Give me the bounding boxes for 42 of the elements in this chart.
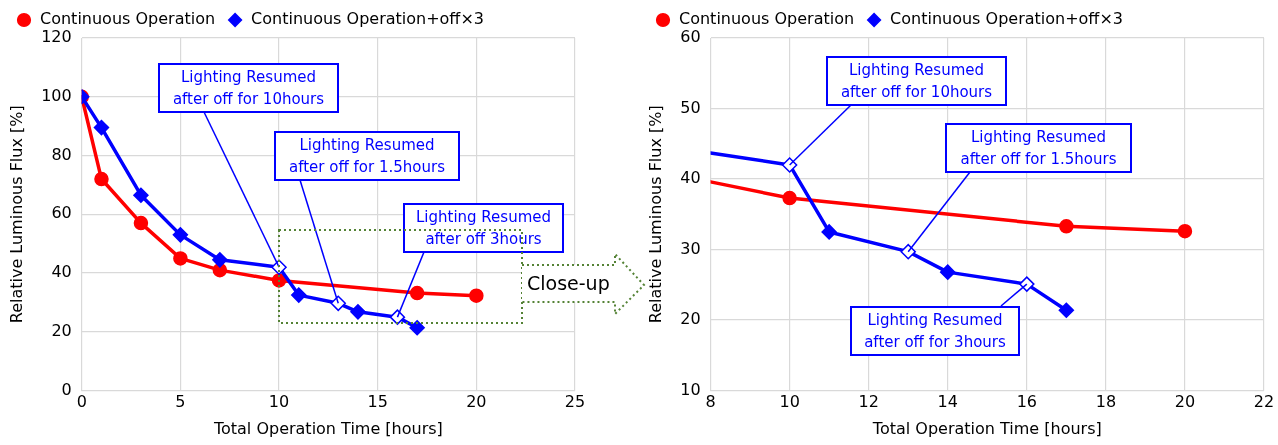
y-tick-label: 120: [41, 27, 72, 47]
x-tick-label: 14: [937, 392, 958, 412]
x-axis-title: Total Operation Time [hours]: [871, 418, 1102, 438]
legend-label: Continuous Operation+off×3: [251, 9, 484, 29]
legend-label: Continuous Operation: [40, 9, 216, 29]
x-tick-label: 10: [779, 392, 800, 412]
annotation: Lighting Resumed after off for 3hours: [850, 306, 1020, 356]
y-tick-label: 10: [680, 379, 701, 399]
y-tick-label: 50: [680, 97, 701, 117]
x-tick-label: 8: [705, 392, 716, 412]
y-tick-label: 0: [61, 379, 72, 399]
y-tick-label: 30: [680, 238, 701, 258]
annotation: Lighting Resumed after off for 1.5hours: [274, 131, 460, 181]
y-tick-label: 20: [680, 309, 701, 329]
annotation: Close-up: [527, 272, 610, 294]
y-tick-label: 20: [51, 320, 72, 340]
x-tick-label: 18: [1095, 392, 1117, 412]
y-tick-label: 80: [51, 144, 72, 164]
y-tick-label: 60: [680, 27, 701, 47]
annotation: Lighting Resumed after off for 10hours: [826, 56, 1007, 106]
annotation: Lighting Resumed after off for 10hours: [158, 63, 339, 113]
y-tick-label: 40: [51, 262, 72, 282]
y-axis-title: Relative Luminous Flux [%]: [6, 105, 26, 324]
legend-label: Continuous Operation: [679, 9, 855, 29]
y-axis-title: Relative Luminous Flux [%]: [645, 105, 665, 324]
x-tick-label: 0: [76, 392, 87, 412]
x-tick-label: 10: [268, 392, 290, 412]
annotation: Lighting Resumed after off for 1.5hours: [945, 123, 1132, 173]
x-tick-label: 15: [367, 392, 388, 412]
x-tick-label: 12: [858, 392, 879, 412]
annotation: Lighting Resumed after off 3hours: [403, 203, 564, 253]
y-tick-label: 100: [41, 85, 72, 105]
x-tick-label: 20: [1174, 392, 1196, 412]
x-tick-label: 20: [466, 392, 487, 412]
legend-label: Continuous Operation+off×3: [890, 9, 1123, 29]
x-axis-title: Total Operation Time [hours]: [212, 418, 443, 438]
x-tick-label: 25: [564, 392, 586, 412]
y-tick-label: 40: [680, 168, 701, 188]
y-tick-label: 60: [51, 203, 72, 223]
x-tick-label: 16: [1016, 392, 1037, 412]
x-tick-label: 22: [1253, 392, 1275, 412]
x-tick-label: 5: [175, 392, 186, 412]
